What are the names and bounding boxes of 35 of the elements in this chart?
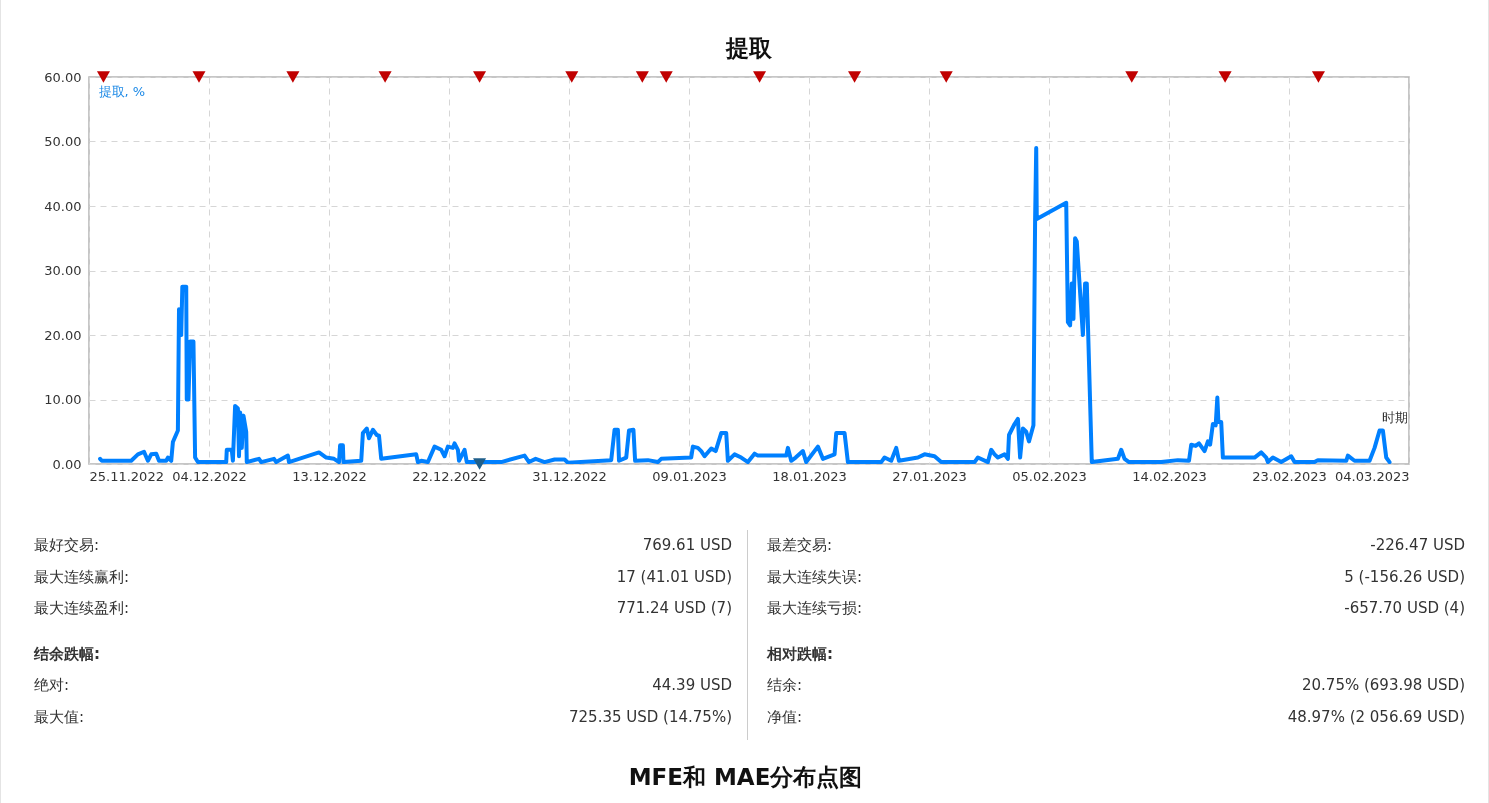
x-tick-label: 05.02.2023 [1012, 468, 1087, 484]
text: 最大连续亏损: -657.70 USD (4) [767, 599, 1465, 617]
x-tick-label: 13.12.2022 [292, 468, 367, 484]
x-tick-label: 04.03.2023 [1335, 468, 1410, 484]
x-tick-label: 14.02.2023 [1132, 468, 1207, 484]
y-tick-label: 0.00 [52, 456, 82, 472]
text: 绝对: 44.39 USD [34, 676, 732, 694]
text: 最大连续失误: 5 (-156.26 USD) [767, 567, 1465, 586]
x-tick-label: 31.12.2022 [532, 468, 607, 484]
y-tick-label: 20.00 [44, 327, 82, 343]
text: 结余: 20.75% (693.98 USD) [767, 676, 1465, 694]
text: MFE和 MAE分布点图 [627, 763, 864, 792]
y-tick-label: 50.00 [44, 134, 82, 149]
text: 结余跌幅: [34, 643, 100, 665]
y-tick-label: 10.00 [44, 392, 82, 407]
text: 最大值: 725.35 USD (14.75%) [34, 707, 732, 726]
x-axis-title: 时期 [1381, 409, 1408, 425]
x-tick-label: 18.01.2023 [772, 468, 847, 484]
x-tick-label: 27.01.2023 [892, 468, 967, 484]
x-tick-label: 23.02.2023 [1252, 468, 1327, 484]
x-tick-label: 09.01.2023 [652, 468, 727, 484]
text: 净值: 48.97% (2 056.69 USD) [767, 707, 1465, 726]
y-axis-title: 提取, % [98, 83, 146, 99]
y-tick-label: 60.00 [44, 69, 82, 85]
y-tick-label: 30.00 [44, 263, 82, 278]
text: 相对跌幅: [767, 643, 833, 665]
text: 最好交易: 769.61 USD [34, 536, 732, 554]
chart-title: 提取 [725, 35, 773, 61]
x-tick-label: 22.12.2022 [412, 468, 487, 484]
x-tick-label: 25.11.2022 [89, 468, 164, 484]
text: 最大连续赢利: 17 (41.01 USD) [34, 567, 732, 586]
text: 最大连续盈利: 771.24 USD (7) [34, 599, 732, 617]
y-tick-label: 40.00 [44, 198, 82, 214]
x-tick-label: 04.12.2022 [172, 468, 247, 484]
text: 最差交易: -226.47 USD [767, 536, 1465, 554]
